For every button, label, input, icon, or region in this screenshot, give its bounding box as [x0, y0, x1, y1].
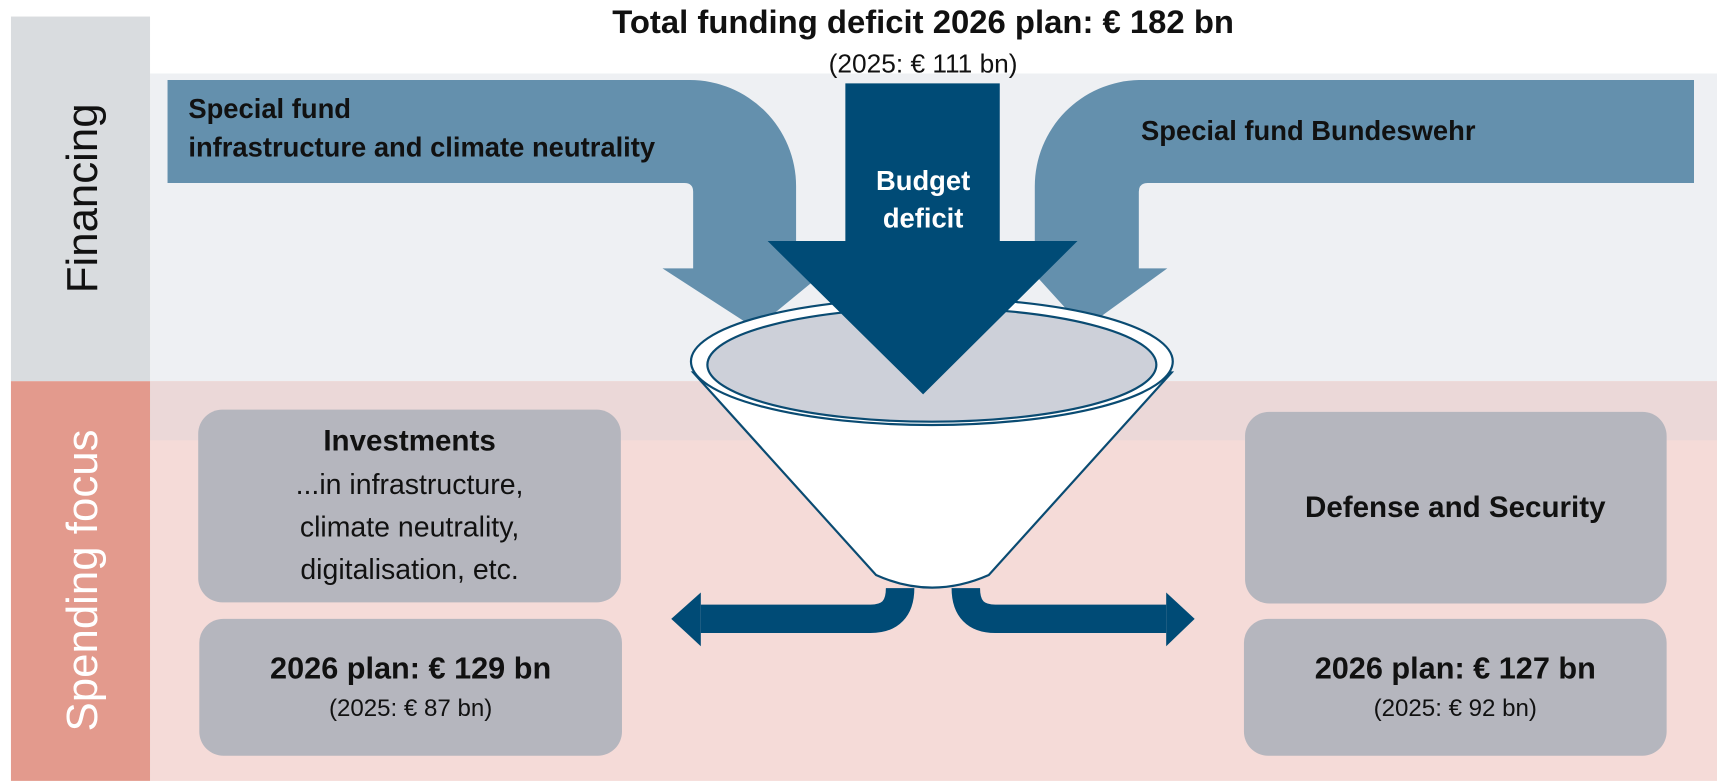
- source-label: Budget: [876, 165, 970, 196]
- arrow-out-left: [700, 587, 915, 634]
- arrow-head: [1166, 592, 1195, 647]
- arrow-special-fund-infrastructure: [167, 80, 829, 329]
- source-label: Special fund Bundeswehr: [1141, 115, 1476, 146]
- arrow-head: [671, 592, 701, 647]
- subtitle: (2025: € 111 bn): [829, 49, 1018, 79]
- financing-label: Financing: [58, 103, 107, 293]
- source-label: deficit: [883, 202, 964, 233]
- box-plan: 2026 plan: € 129 bn: [270, 651, 551, 685]
- arrow-out-right: [951, 587, 1167, 634]
- title: Total funding deficit 2026 plan: € 182 b…: [612, 3, 1234, 40]
- source-label: Special fund: [188, 93, 351, 124]
- box-line: digitalisation, etc.: [300, 554, 518, 586]
- box-previous: (2025: € 92 bn): [1374, 695, 1537, 722]
- box-heading: Investments: [323, 424, 495, 457]
- spending-band: [10, 381, 151, 781]
- box-plan: 2026 plan: € 127 bn: [1315, 651, 1596, 685]
- output-box: [198, 409, 621, 603]
- arrow-special-fund-bundeswehr: [1029, 80, 1695, 329]
- box-previous: (2025: € 87 bn): [329, 695, 492, 722]
- source-label: infrastructure and climate neutrality: [188, 131, 656, 162]
- box-line: ...in infrastructure,: [296, 469, 524, 501]
- financing-band: [10, 16, 151, 382]
- spending-label: Spending focus: [58, 430, 107, 732]
- funnel-cone: [690, 371, 1175, 589]
- box-heading: Defense and Security: [1305, 491, 1606, 524]
- output-box: [1243, 618, 1667, 756]
- arrow-budget-deficit: [767, 83, 1078, 395]
- box-line: climate neutrality,: [300, 512, 519, 544]
- output-box: [199, 618, 622, 756]
- output-box: [1245, 411, 1667, 604]
